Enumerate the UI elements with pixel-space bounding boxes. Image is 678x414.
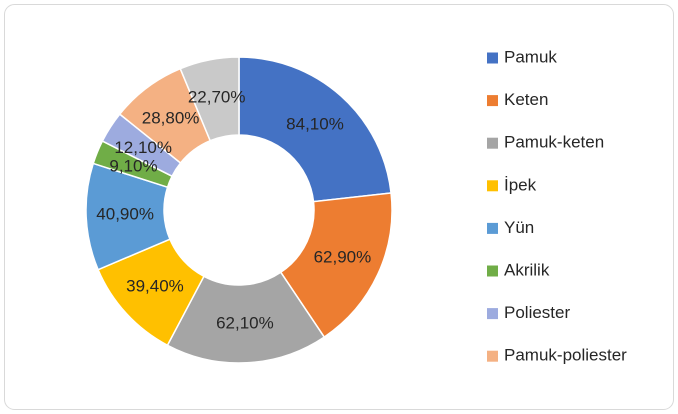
data-label: 62,90% — [314, 247, 372, 266]
legend-swatch — [487, 308, 498, 320]
legend-swatch — [487, 95, 498, 107]
legend-label: İpek — [504, 175, 537, 194]
data-label: 12,10% — [114, 138, 172, 157]
legend-swatch — [487, 350, 498, 362]
data-label: 84,10% — [286, 115, 344, 134]
legend-swatch — [487, 137, 498, 149]
legend-label: Akrilik — [504, 260, 550, 279]
legend-label: Keten — [504, 90, 548, 109]
legend-swatch — [487, 265, 498, 277]
legend-swatch — [487, 52, 498, 64]
legend-label: Pamuk — [504, 47, 557, 66]
legend-label: Yün — [504, 218, 534, 237]
data-label: 39,40% — [126, 277, 184, 296]
data-label: 22,70% — [188, 88, 246, 107]
legend-label: Pamuk-poliester — [504, 346, 627, 365]
data-label: 28,80% — [142, 108, 200, 127]
data-label: 9,10% — [109, 156, 157, 175]
legend-label: Pamuk-keten — [504, 133, 604, 152]
slice — [238, 56, 392, 203]
legend-swatch — [487, 180, 498, 192]
slice — [279, 192, 393, 339]
data-label: 40,90% — [96, 205, 154, 224]
legend-swatch — [487, 222, 498, 234]
legend-label: Poliester — [504, 303, 570, 322]
slice — [179, 56, 240, 142]
data-label: 62,10% — [216, 313, 274, 332]
